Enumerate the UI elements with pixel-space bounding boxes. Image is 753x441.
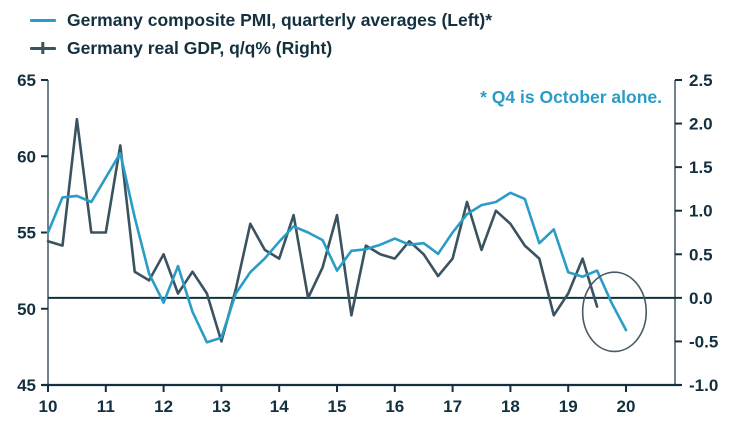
x-axis-tick-label: 17: [443, 397, 462, 416]
legend-item-pmi: Germany composite PMI, quarterly average…: [30, 10, 492, 31]
x-axis-tick-label: 20: [617, 397, 636, 416]
x-axis-tick-label: 13: [212, 397, 231, 416]
right-axis-tick-label: 2.0: [689, 115, 713, 134]
legend-item-gdp: Germany real GDP, q/q% (Right): [30, 38, 492, 59]
gdp-line: [46, 117, 599, 343]
x-axis-tick-label: 15: [328, 397, 347, 416]
x-axis-tick-label: 19: [559, 397, 578, 416]
x-axis-tick-label: 12: [154, 397, 173, 416]
legend-label-pmi: Germany composite PMI, quarterly average…: [67, 10, 492, 30]
pmi-line: [46, 151, 628, 344]
x-axis-tick-label: 11: [97, 397, 115, 416]
left-axis-tick-label: 45: [17, 376, 36, 395]
x-axis-tick-label: 18: [501, 397, 520, 416]
gdp-marker-tick-icon: [41, 42, 45, 55]
legend-label-gdp: Germany real GDP, q/q% (Right): [67, 38, 333, 58]
left-axis-tick-label: 50: [17, 300, 36, 319]
right-axis-tick-label: 2.5: [689, 71, 713, 90]
left-axis-tick-label: 65: [17, 71, 36, 90]
chart-legend: Germany composite PMI, quarterly average…: [30, 10, 492, 59]
x-axis-tick-label: 10: [39, 397, 58, 416]
x-axis-tick-label: 16: [385, 397, 404, 416]
highlight-circle: [581, 271, 648, 353]
right-axis-tick-label: 0.0: [689, 289, 713, 308]
right-axis-tick-label: 1.5: [689, 158, 713, 177]
left-axis-tick-label: 55: [17, 224, 36, 243]
left-axis-tick-label: 60: [17, 147, 36, 166]
pmi-line-swatch-icon: [30, 18, 56, 23]
x-axis-tick-label: 14: [270, 397, 289, 416]
right-axis-tick-label: -0.5: [689, 332, 718, 351]
right-axis-tick-label: 0.5: [689, 245, 713, 264]
right-axis-tick-label: 1.0: [689, 202, 713, 221]
right-axis-tick-label: -1.0: [689, 376, 718, 395]
annotation-note: * Q4 is October alone.: [480, 87, 662, 107]
gdp-line-swatch-icon: [30, 42, 56, 55]
